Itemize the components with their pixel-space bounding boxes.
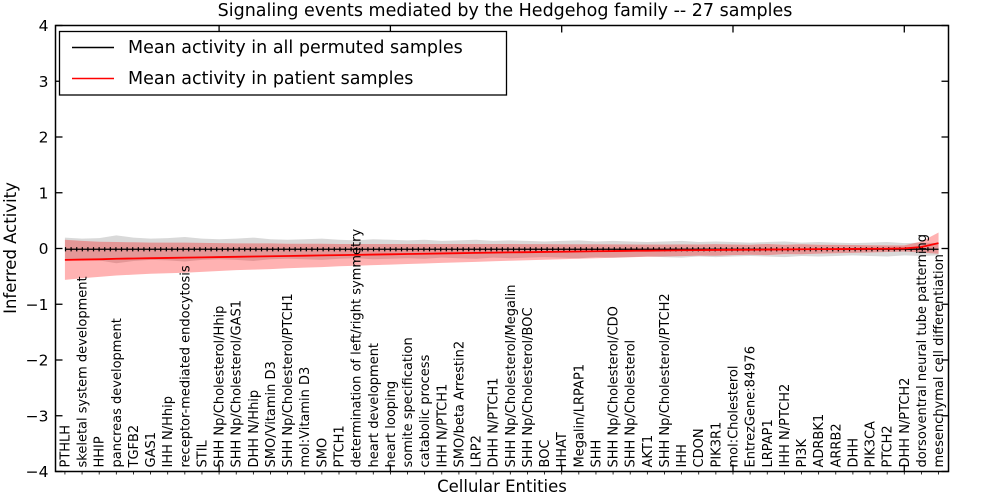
y-tick-label: 1 bbox=[39, 184, 49, 202]
x-tick-label: mesenchymal cell differentiation bbox=[932, 254, 947, 467]
y-tick-label: 2 bbox=[39, 129, 49, 147]
x-tick-label: SHH Np/Cholesterol/GAS1 bbox=[230, 300, 245, 468]
x-tick-label: AKT1 bbox=[641, 435, 656, 468]
x-tick-label: SMO/beta Arrestin2 bbox=[452, 341, 467, 468]
x-tick-label: SHH Np/Cholesterol bbox=[624, 340, 639, 468]
x-tick-label: ADRBK1 bbox=[812, 414, 827, 468]
legend-label-permuted: Mean activity in all permuted samples bbox=[128, 38, 463, 58]
x-tick-label: ARRB2 bbox=[829, 423, 844, 467]
x-tick-label: DHH N/Hhip bbox=[247, 390, 262, 468]
x-tick-label: PIK3CA bbox=[864, 421, 879, 468]
y-tick-label: 0 bbox=[39, 240, 49, 258]
x-tick-label: TGFB2 bbox=[127, 425, 142, 469]
x-tick-label: PTCH2 bbox=[881, 425, 896, 467]
x-tick-label: SHH Np/Cholesterol/PTCH1 bbox=[281, 293, 296, 467]
plot-area: 4 3 2 1 0 −1 −2 −3 −4 PTHLH skeletal system develo… bbox=[26, 17, 949, 481]
x-tick-label: SMO/Vitamin D3 bbox=[264, 361, 279, 467]
y-tick-label: −3 bbox=[26, 407, 49, 425]
legend: Mean activity in all permuted samples Me… bbox=[58, 30, 508, 96]
x-tick-label: mol:Vitamin D3 bbox=[298, 367, 313, 468]
x-tick-label: PTCH1 bbox=[333, 425, 348, 467]
x-tick-label: SHH Np/Cholesterol/Hhip bbox=[213, 306, 228, 468]
x-tick-label: SMO bbox=[315, 438, 330, 468]
y-tick-label: 4 bbox=[39, 17, 49, 35]
patient-mean-line bbox=[64, 242, 939, 261]
x-tick-label: somite specification bbox=[401, 337, 416, 467]
x-tick-label: heart looping bbox=[384, 381, 399, 468]
plot-frame bbox=[54, 24, 950, 473]
x-tick-label: IHH N/Hhip bbox=[161, 396, 176, 468]
x-tick-label: DHH bbox=[846, 438, 861, 468]
x-tick-label: IHH N/PTCH2 bbox=[778, 384, 793, 468]
chart-title: Signaling events mediated by the Hedgeho… bbox=[218, 1, 793, 21]
x-axis-label: Cellular Entities bbox=[437, 477, 567, 496]
x-tick-label: catabolic process bbox=[418, 354, 433, 467]
x-tick-label: LRPAP1 bbox=[761, 419, 776, 467]
x-tick-label: IHH bbox=[675, 444, 690, 467]
x-tick-label: SHH bbox=[589, 440, 604, 468]
x-tick-label: HHIP bbox=[93, 436, 108, 467]
x-tick-label: DHH N/PTCH1 bbox=[487, 378, 502, 468]
x-tick-label: IHH N/PTCH1 bbox=[435, 384, 450, 468]
x-tick-label: dorsoventral neural tube patterning bbox=[915, 234, 930, 467]
legend-label-patient: Mean activity in patient samples bbox=[128, 69, 413, 89]
y-tick-label: 3 bbox=[39, 73, 49, 91]
x-tick-label: PIK3R1 bbox=[709, 422, 724, 468]
x-tick-label: SHH Np/Cholesterol/CDO bbox=[607, 306, 622, 467]
x-tick-label: BOC bbox=[538, 440, 553, 468]
y-tick-label: −4 bbox=[26, 463, 49, 481]
patient-std-band bbox=[64, 232, 939, 280]
x-tick-label: skeletal system development bbox=[76, 276, 91, 467]
x-tick-label: LRP2 bbox=[470, 435, 485, 467]
x-tick-label: PI3K bbox=[795, 439, 810, 468]
x-tick-label: heart development bbox=[367, 343, 382, 468]
x-tick-label: SHH Np/Cholesterol/BOC bbox=[521, 307, 536, 467]
x-tick-label: SHH Np/Cholesterol/PTCH2 bbox=[658, 293, 673, 467]
x-tick-label: receptor-mediated endocytosis bbox=[178, 265, 193, 467]
x-tick-label: CDON bbox=[692, 428, 707, 467]
x-tick-label: Megalin/LRPAP1 bbox=[572, 364, 587, 468]
y-tick-label: −2 bbox=[26, 352, 49, 370]
x-tick-label: pancreas development bbox=[110, 318, 125, 467]
legend-box bbox=[58, 30, 508, 96]
x-tick-label: mol:Cholesterol bbox=[726, 366, 741, 468]
x-tick-label: EntrezGene:84976 bbox=[744, 346, 759, 467]
x-tick-label: SHH Np/Cholesterol/Megalin bbox=[504, 285, 519, 468]
x-tick-label: STIL bbox=[195, 439, 210, 467]
x-tick-label: HHAT bbox=[555, 432, 570, 467]
x-tick-label: GAS1 bbox=[144, 432, 159, 468]
x-tick-label: DHH N/PTCH2 bbox=[898, 378, 913, 468]
y-axis-label: Inferred Activity bbox=[1, 182, 20, 314]
y-tick-label: −1 bbox=[26, 296, 49, 314]
x-tick-label: determination of left/right symmetry bbox=[350, 229, 365, 468]
x-tick-label: PTHLH bbox=[58, 425, 73, 468]
